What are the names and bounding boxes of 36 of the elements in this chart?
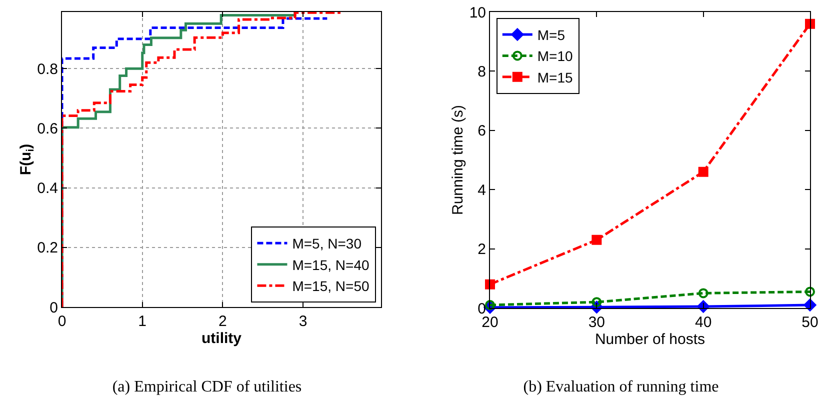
point (805, 18, 815, 29)
x-tick-label: 1 (138, 313, 147, 330)
y-tick-label: 8 (478, 63, 486, 80)
y-tick-label: 4 (478, 182, 486, 199)
point (698, 166, 708, 177)
x-tick-label: 40 (694, 314, 712, 331)
x-axis-title: Number of hosts (594, 331, 706, 348)
legend-label: M=15 (537, 69, 574, 86)
y-axis-title: Running time (s) (450, 104, 467, 216)
point (592, 297, 602, 308)
legend-label: M=15, N=50 (292, 278, 370, 294)
x-tick-label: 30 (588, 314, 606, 331)
point (804, 298, 816, 312)
y-tick-label: 0 (50, 299, 58, 316)
y-tick-label: 0.6 (37, 120, 58, 138)
x-tick-label: 50 (802, 314, 818, 331)
y-tick-label: 0.4 (37, 180, 58, 198)
point (485, 279, 495, 290)
legend-label: M=5, N=30 (292, 236, 362, 252)
point (485, 300, 495, 310)
x-axis-title: utility (202, 330, 242, 347)
y-tick-label: 0.2 (37, 240, 58, 257)
x-tick-label: 3 (298, 313, 308, 330)
y-tick-label: 0.8 (37, 60, 58, 78)
legend-label: M=15, N=40 (292, 256, 370, 273)
text: (a) Empirical CDF of utilities (112, 378, 302, 396)
y-tick-label: 2 (478, 241, 486, 258)
point (805, 286, 815, 297)
point (698, 288, 708, 298)
y-tick-label: 10 (469, 4, 486, 22)
legend-label: M=5 (537, 26, 566, 43)
y-tick-label: 6 (478, 122, 486, 140)
legend-label: M=10 (537, 48, 574, 64)
x-tick-label: 2 (218, 313, 227, 330)
text: (b) Evaluation of running time (523, 378, 719, 396)
point (592, 234, 602, 245)
